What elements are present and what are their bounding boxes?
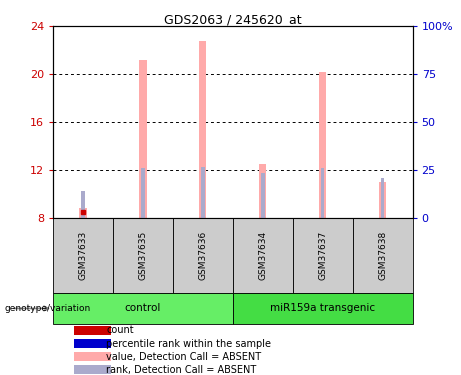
Text: GSM37635: GSM37635 [138, 230, 148, 280]
Text: count: count [106, 326, 134, 336]
Bar [139, 60, 147, 217]
Bar [53, 292, 233, 324]
Text: value, Detection Call = ABSENT: value, Detection Call = ABSENT [106, 352, 261, 362]
Bar [141, 168, 145, 217]
Bar [199, 40, 207, 218]
Text: GSM37633: GSM37633 [78, 230, 88, 280]
Bar [381, 178, 384, 218]
Text: GSM37638: GSM37638 [378, 230, 387, 280]
Bar [113, 217, 173, 292]
Text: percentile rank within the sample: percentile rank within the sample [106, 339, 271, 349]
Text: GSM37636: GSM37636 [198, 230, 207, 280]
Bar [261, 173, 265, 217]
Bar [259, 164, 266, 218]
Text: GSM37634: GSM37634 [258, 230, 267, 280]
Text: genotype/variation: genotype/variation [5, 304, 91, 313]
Bar [79, 208, 87, 218]
Bar [173, 217, 233, 292]
Bar [353, 217, 413, 292]
Bar [379, 182, 386, 218]
Bar [74, 339, 111, 348]
Bar [293, 217, 353, 292]
Bar [319, 72, 326, 217]
Bar [74, 352, 111, 362]
Text: control: control [125, 303, 161, 313]
Text: rank, Detection Call = ABSENT: rank, Detection Call = ABSENT [106, 365, 256, 375]
Bar [74, 365, 111, 375]
Bar [233, 292, 413, 324]
Text: miR159a transgenic: miR159a transgenic [270, 303, 375, 313]
Bar [81, 191, 85, 217]
Title: GDS2063 / 245620_at: GDS2063 / 245620_at [164, 13, 301, 26]
Bar [321, 168, 325, 217]
Bar [233, 217, 293, 292]
Bar [74, 326, 111, 335]
Bar [201, 167, 205, 217]
Text: GSM37637: GSM37637 [318, 230, 327, 280]
Bar [53, 217, 113, 292]
